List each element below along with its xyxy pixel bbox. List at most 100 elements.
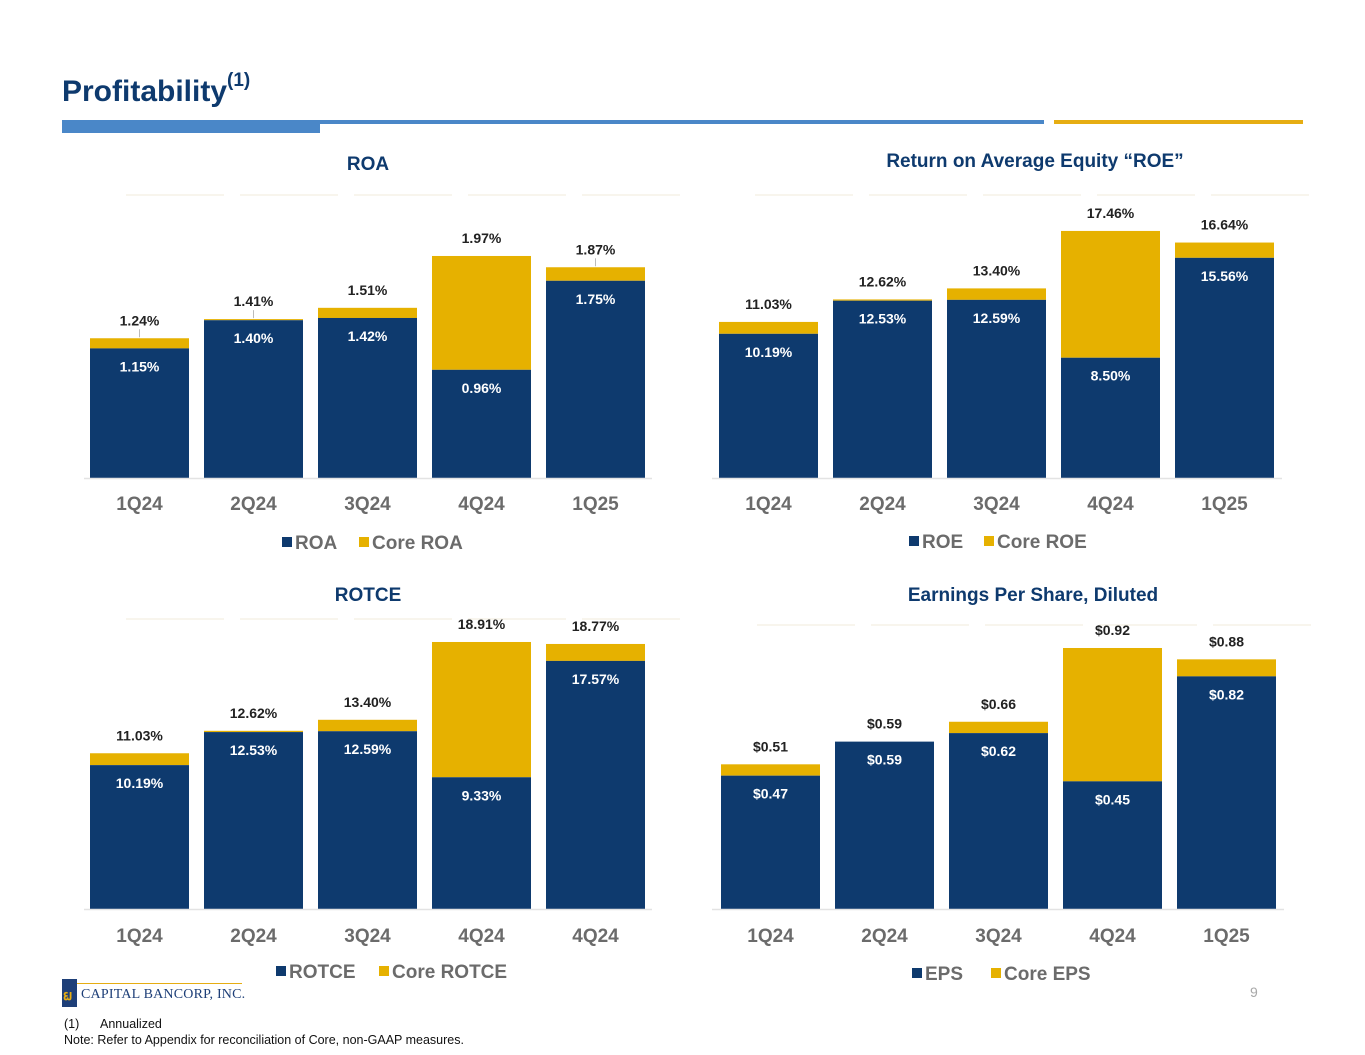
title-rule-thick [62, 120, 320, 133]
roa-x-tick: 2Q24 [230, 494, 277, 515]
rotce-bar-primary-4 [432, 777, 531, 909]
roa-primary-label: 1.15% [120, 358, 160, 374]
logo-rule [77, 983, 242, 984]
rotce-bar-core-3 [318, 719, 417, 732]
roe-bar-primary-2 [833, 300, 932, 478]
eps-primary-label: $0.82 [1209, 686, 1244, 702]
roe-legend-primary: ROE [922, 532, 963, 553]
rotce-core-label: 18.77% [572, 618, 620, 634]
roe-primary-label: 12.59% [973, 310, 1021, 326]
roa-x-tick: 4Q24 [458, 494, 505, 515]
eps-primary-label: $0.59 [867, 752, 902, 768]
roe-bar-primary-5 [1175, 257, 1274, 478]
rotce-bar-primary-1 [90, 765, 189, 909]
roa-legend-core: Core ROA [372, 533, 463, 554]
page-number: 9 [1250, 984, 1258, 1000]
rotce-core-label: 18.91% [458, 616, 506, 632]
roa-bar-primary-2 [204, 320, 303, 478]
eps-legend-swatch-core [991, 968, 1001, 978]
eps-core-label: $0.88 [1209, 633, 1244, 649]
roe-bar-core-2 [833, 299, 932, 301]
rotce-primary-label: 12.53% [230, 742, 278, 758]
page-title: Profitability(1) [62, 70, 250, 109]
eps-x-tick: 1Q25 [1203, 926, 1250, 947]
rotce-legend-swatch-core [379, 966, 389, 976]
roe-primary-label: 10.19% [745, 344, 793, 360]
roa-core-label: 1.97% [462, 230, 502, 246]
roe-core-label: 13.40% [973, 262, 1021, 278]
roa-bar-primary-3 [318, 317, 417, 478]
rotce-legend-primary: ROTCE [289, 962, 356, 983]
footnote-marker: (1) [64, 1017, 80, 1031]
rotce-legend-core: Core ROTCE [392, 962, 507, 983]
roe-core-label: 16.64% [1201, 217, 1249, 233]
roa-bar-core-4 [432, 255, 531, 370]
roa-primary-label: 1.42% [348, 328, 388, 344]
roe-legend-core: Core ROE [997, 532, 1087, 553]
footnote-note: Note: Refer to Appendix for reconciliati… [64, 1032, 464, 1048]
roa-primary-label: 1.75% [576, 291, 616, 307]
roa-bar-core-1 [90, 338, 189, 349]
eps-core-label: $0.92 [1095, 622, 1130, 638]
rotce-bar-core-2 [204, 730, 303, 733]
eps-x-tick: 4Q24 [1089, 926, 1136, 947]
rotce-bar-primary-3 [318, 731, 417, 909]
rotce-primary-label: 10.19% [116, 775, 164, 791]
roa-core-label: 1.24% [120, 312, 160, 328]
rotce-bar-primary-5 [546, 660, 645, 909]
rotce-bar-primary-2 [204, 732, 303, 909]
company-logo: ຏ CAPITAL BANCORP, INC. [62, 979, 245, 1007]
page-title-text: Profitability [62, 75, 228, 108]
logo-mark [62, 979, 77, 1007]
roe-bar-core-1 [719, 321, 818, 334]
roe-x-tick: 2Q24 [859, 494, 906, 515]
rotce-primary-label: 17.57% [572, 671, 620, 687]
roe-chart-title: Return on Average Equity “ROE” [886, 151, 1183, 172]
title-rule-gold [1054, 120, 1303, 124]
eps-bar-primary-2 [835, 741, 934, 909]
eps-bar-primary-3 [949, 733, 1048, 909]
roa-x-tick: 1Q24 [116, 494, 163, 515]
roa-primary-label: 0.96% [462, 380, 502, 396]
rotce-bar-core-4 [432, 641, 531, 778]
footnote-1: (1) Annualized [64, 1016, 464, 1032]
rotce-bar-core-1 [90, 753, 189, 766]
roe-x-tick: 3Q24 [973, 494, 1020, 515]
eps-legend-primary: EPS [925, 964, 963, 985]
roe-bar-core-4 [1061, 230, 1160, 358]
roe-primary-label: 15.56% [1201, 268, 1249, 284]
rotce-primary-label: 12.59% [344, 741, 392, 757]
eps-bar-core-5 [1177, 659, 1276, 677]
eps-legend-core: Core EPS [1004, 964, 1091, 985]
footnotes: (1) Annualized Note: Refer to Appendix fo… [64, 1016, 464, 1048]
rotce-chart-title: ROTCE [335, 585, 402, 606]
roa-bar-primary-4 [432, 369, 531, 478]
roe-primary-label: 12.53% [859, 311, 907, 327]
rotce-bar-core-5 [546, 643, 645, 661]
rotce-primary-label: 9.33% [462, 787, 502, 803]
eps-primary-label: $0.62 [981, 743, 1016, 759]
rotce-x-tick: 1Q24 [116, 926, 163, 947]
roa-legend-swatch-core [359, 537, 369, 547]
roa-core-label: 1.51% [348, 282, 388, 298]
roa-core-label: 1.41% [234, 293, 274, 309]
roa-x-tick: 3Q24 [344, 494, 391, 515]
roa-core-label: 1.87% [576, 241, 616, 257]
roe-x-tick: 4Q24 [1087, 494, 1134, 515]
roe-bar-primary-1 [719, 333, 818, 478]
roe-core-label: 11.03% [745, 296, 792, 312]
roa-x-tick: 1Q25 [572, 494, 619, 515]
rotce-core-label: 11.03% [116, 727, 163, 743]
roa-bar-core-3 [318, 307, 417, 318]
eps-x-tick: 2Q24 [861, 926, 908, 947]
roe-bar-core-3 [947, 288, 1046, 300]
roa-primary-label: 1.40% [234, 330, 274, 346]
footnote-text: Annualized [100, 1017, 162, 1031]
rotce-x-tick: 4Q24 [572, 926, 619, 947]
eps-primary-label: $0.47 [753, 786, 788, 802]
eps-legend-swatch-primary [912, 968, 922, 978]
eps-bar-core-3 [949, 721, 1048, 734]
roa-bar-primary-1 [90, 348, 189, 478]
footnote-text: Note: Refer to Appendix for reconciliati… [64, 1033, 464, 1047]
